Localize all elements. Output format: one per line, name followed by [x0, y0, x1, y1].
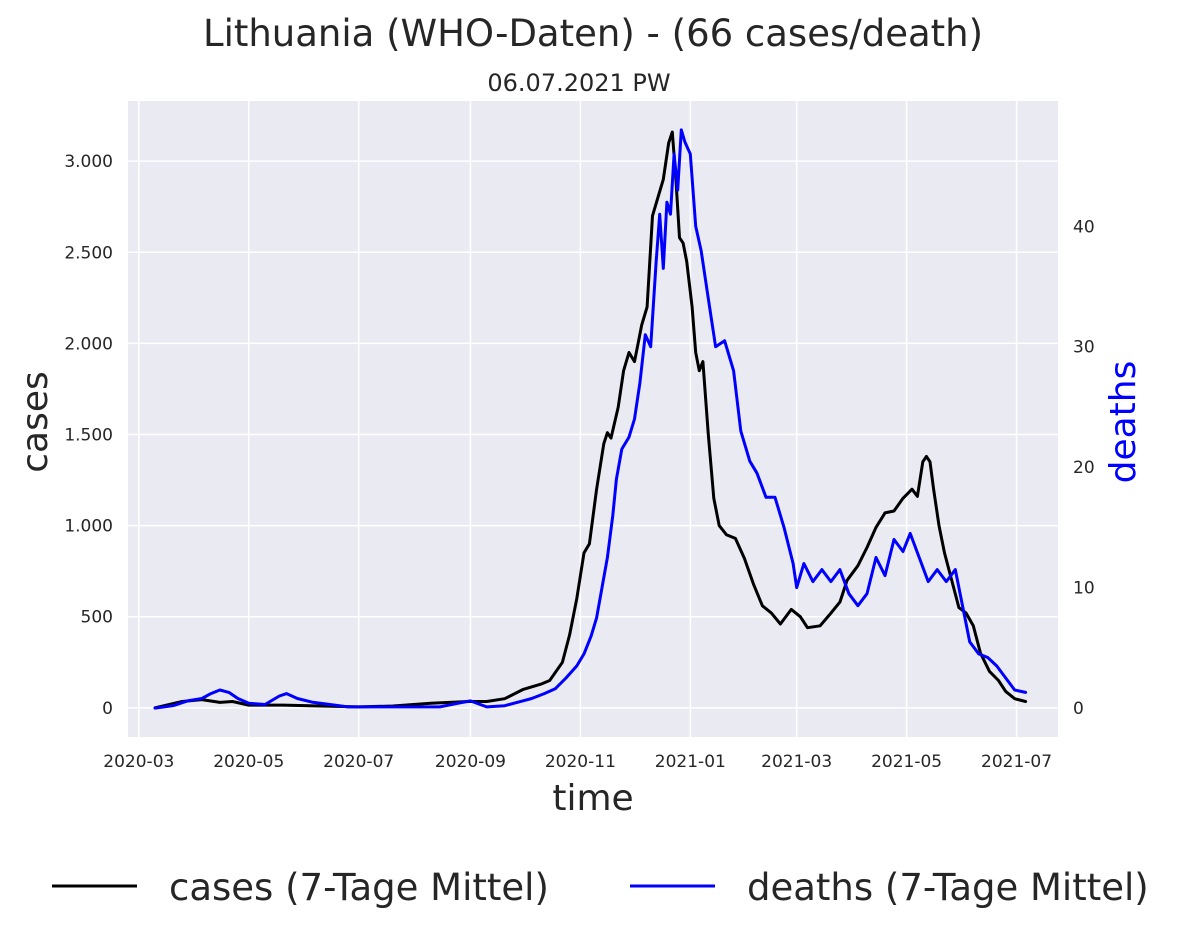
y-gridlines: [128, 160, 1058, 709]
y-left-tick-labels: 0 500 1.000 1.500 2.000 2.500 3.000: [64, 152, 113, 719]
series-layer: [153, 128, 1028, 710]
chart-subtitle: 06.07.2021 PW: [487, 69, 670, 97]
y-right-tick-label: 10: [1073, 579, 1095, 599]
x-tick-label: 2021-01: [655, 752, 726, 772]
y-left-tick-label: 0: [102, 699, 113, 719]
y-right-axis-label: deaths: [1103, 361, 1144, 484]
x-tick-label: 2021-05: [871, 752, 942, 772]
plot-area: [128, 101, 1058, 737]
legend: cases (7-Tage Mittel) deaths (7-Tage Mit…: [52, 866, 1149, 909]
x-tick-label: 2020-09: [435, 752, 506, 772]
x-tick-label: 2020-03: [103, 752, 174, 772]
x-gridlines: [138, 101, 1018, 737]
y-right-tick-label: 0: [1073, 699, 1084, 719]
x-tick-label: 2021-03: [761, 752, 832, 772]
y-right-tick-label: 40: [1073, 217, 1095, 237]
y-left-tick-label: 2.500: [64, 243, 113, 263]
y-left-axis-label: cases: [15, 371, 56, 473]
x-axis-label: time: [552, 778, 633, 819]
y-right-tick-label: 30: [1073, 338, 1095, 358]
legend-label-deaths: deaths (7-Tage Mittel): [747, 866, 1149, 909]
chart-title: Lithuania (WHO-Daten) - (66 cases/death): [203, 12, 983, 55]
y-left-tick-label: 500: [81, 608, 113, 628]
x-tick-label: 2020-11: [545, 752, 616, 772]
x-tick-label: 2020-05: [213, 752, 284, 772]
y-left-tick-label: 1.000: [64, 517, 113, 537]
legend-label-cases: cases (7-Tage Mittel): [169, 866, 549, 909]
y-left-tick-label: 1.500: [64, 425, 113, 445]
y-right-tick-label: 20: [1073, 458, 1095, 478]
x-tick-label: 2021-07: [981, 752, 1052, 772]
x-tick-labels: 2020-03 2020-05 2020-07 2020-09 2020-11 2021-…: [103, 752, 1052, 772]
x-tick-label: 2020-07: [323, 752, 394, 772]
series-line-cases: [153, 130, 1028, 710]
y-right-tick-labels: 0 10 20 30 40: [1073, 217, 1095, 719]
y-left-tick-label: 3.000: [64, 152, 113, 172]
y-left-tick-label: 2.000: [64, 334, 113, 354]
series-line-deaths: [153, 128, 1028, 710]
